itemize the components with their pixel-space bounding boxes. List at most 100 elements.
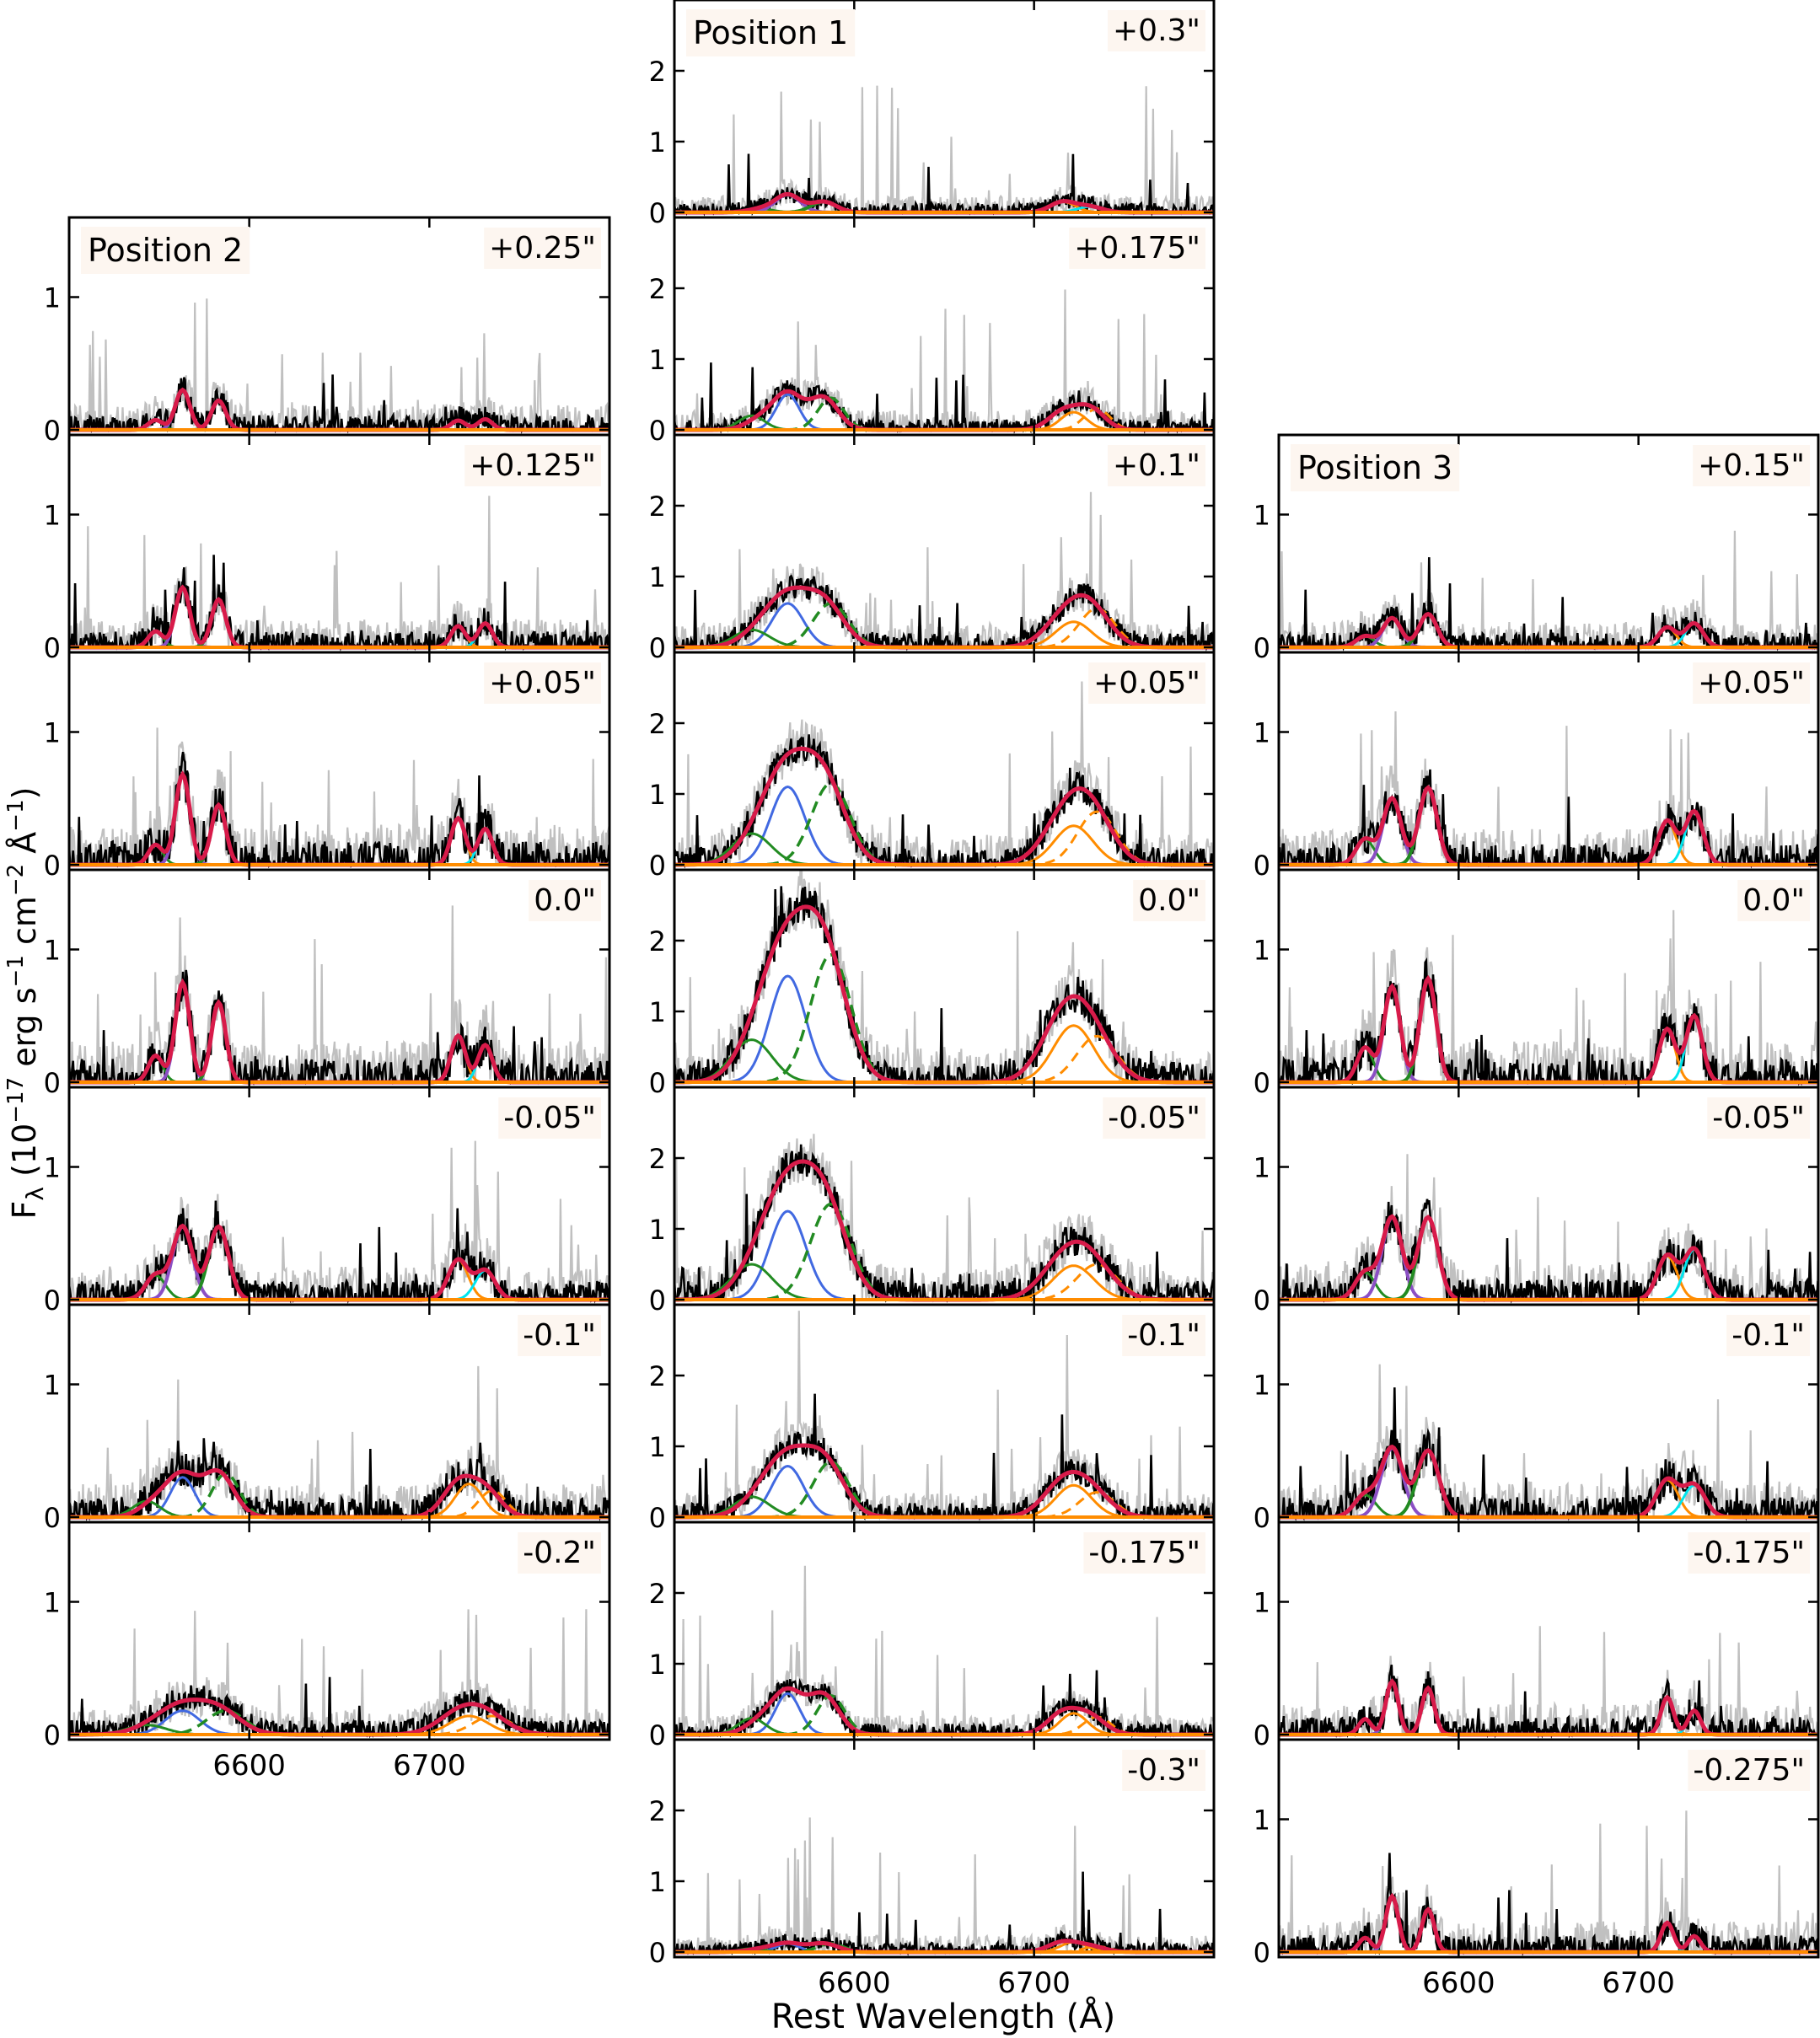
data-spectrum bbox=[1279, 769, 1818, 869]
offset-label-bg bbox=[1707, 1097, 1810, 1139]
y-tick-label: 2 bbox=[649, 1143, 666, 1175]
y-tick-label: 2 bbox=[649, 708, 666, 740]
y-tick-label: 0 bbox=[649, 197, 666, 229]
panel-2-9: 0 1 2 -0.3" 6600 6700 bbox=[649, 1738, 1216, 2000]
y-tick-label: 1 bbox=[44, 500, 61, 532]
column-3: 0 1 +0.15" Position 3 0 1 +0.05" 0 1 0.0" 0 1 -0.05"… bbox=[1254, 433, 1820, 2000]
y-tick-label: 2 bbox=[649, 1795, 666, 1827]
offset-label-bg bbox=[1133, 880, 1205, 921]
y-tick-label: 1 bbox=[649, 996, 666, 1028]
y-tick-label: 0 bbox=[1254, 1502, 1270, 1534]
panel-grid: 0 1 +0.25" Position 2 0 1 +0.125" 0 1 +0.05" 0 1 0.0… bbox=[44, 0, 1820, 2000]
panel-plot-area bbox=[674, 870, 1214, 1086]
y-axis-label: Fλ (10−17 erg s−1 cm−2 Å−1) bbox=[3, 787, 49, 1220]
position-label-bg bbox=[686, 9, 856, 56]
y-tick-label: 1 bbox=[44, 1587, 61, 1619]
panel-plot-area bbox=[674, 1817, 1214, 1957]
offset-label-bg bbox=[1737, 880, 1810, 921]
y-tick-label: 1 bbox=[649, 1649, 666, 1681]
y-tick-label: 0 bbox=[44, 1284, 61, 1317]
offset-label-bg bbox=[484, 662, 601, 704]
panel-2-7: 0 1 2 -0.1" bbox=[649, 1303, 1216, 1534]
x-tick-label: 6700 bbox=[997, 1966, 1071, 2000]
panel-plot-area bbox=[1279, 1626, 1818, 1740]
offset-label: +0.25" bbox=[489, 231, 596, 265]
panel-1-4: 0 1 0.0" bbox=[44, 868, 611, 1099]
data-spectrum bbox=[674, 153, 1214, 217]
position-label: Position 2 bbox=[88, 232, 243, 269]
offset-label-bg bbox=[529, 880, 601, 921]
y-label-symbol: F bbox=[6, 1201, 43, 1220]
y-label-subscript: λ bbox=[21, 1187, 49, 1201]
error-spectrum bbox=[674, 289, 1214, 433]
offset-label: -0.05" bbox=[1712, 1101, 1805, 1135]
offset-label: +0.3" bbox=[1113, 13, 1200, 48]
data-spectrum bbox=[674, 734, 1214, 869]
y-tick-label: 0 bbox=[1254, 1284, 1270, 1317]
y-tick-label: 2 bbox=[649, 1360, 666, 1392]
panel-2-8: 0 1 2 -0.175" bbox=[649, 1520, 1216, 1751]
panel-plot-area bbox=[674, 1134, 1214, 1303]
y-tick-label: 1 bbox=[649, 1214, 666, 1246]
panel-2-4: 0 1 2 +0.05" bbox=[649, 651, 1216, 882]
panel-3-4: 0 1 -0.05" bbox=[1254, 1086, 1820, 1317]
panel-3-1: 0 1 +0.15" Position 3 bbox=[1254, 433, 1820, 664]
y-tick-label: 0 bbox=[44, 1719, 61, 1751]
panel-1-7: 0 1 -0.2" 6600 6700 bbox=[44, 1520, 611, 1783]
offset-label: -0.275" bbox=[1693, 1753, 1805, 1788]
x-tick-label: 6700 bbox=[393, 1749, 466, 1783]
y-tick-label: 2 bbox=[649, 925, 666, 957]
y-tick-label: 1 bbox=[44, 717, 61, 749]
panel-2-6: 0 1 2 -0.05" bbox=[649, 1086, 1216, 1317]
y-tick-label: 0 bbox=[649, 632, 666, 664]
panel-plot-area bbox=[69, 496, 609, 652]
offset-label-bg bbox=[1693, 662, 1810, 704]
offset-label-bg bbox=[518, 1532, 601, 1574]
offset-label-bg bbox=[518, 1315, 601, 1356]
offset-label: -0.1" bbox=[1127, 1318, 1200, 1353]
data-spectrum bbox=[1279, 957, 1818, 1086]
offset-label-bg bbox=[1108, 10, 1205, 51]
panel-1-1: 0 1 +0.25" Position 2 bbox=[44, 216, 611, 447]
y-tick-label: 0 bbox=[1254, 850, 1270, 882]
panel-plot-area bbox=[1279, 530, 1818, 652]
panel-3-5: 0 1 -0.1" bbox=[1254, 1303, 1820, 1534]
offset-label: -0.05" bbox=[503, 1101, 596, 1135]
offset-label: +0.15" bbox=[1698, 448, 1805, 483]
offset-label: 0.0" bbox=[1742, 883, 1805, 918]
y-tick-label: 0 bbox=[649, 850, 666, 882]
offset-label-bg bbox=[1122, 1315, 1205, 1356]
y-tick-label: 0 bbox=[649, 415, 666, 447]
y-tick-label: 0 bbox=[1254, 632, 1270, 664]
panel-plot-area bbox=[69, 1140, 609, 1305]
x-tick-label: 6700 bbox=[1602, 1966, 1675, 2000]
y-tick-label: 2 bbox=[649, 491, 666, 523]
panel-3-7: 0 1 -0.275" 6600 6700 bbox=[1254, 1738, 1820, 2000]
panel-plot-area bbox=[674, 1311, 1214, 1521]
y-tick-label: 2 bbox=[649, 1578, 666, 1610]
y-tick-label: 1 bbox=[1254, 1805, 1270, 1837]
panel-frame bbox=[673, 1738, 1216, 1959]
y-tick-label: 0 bbox=[649, 1719, 666, 1751]
data-spectrum bbox=[1279, 1853, 1818, 1957]
panel-plot-area bbox=[69, 1365, 609, 1522]
column-2: 0 1 2 +0.3" Position 1 0 1 2 +0.175" 0 1 2 +0.1" 0 1 2 +… bbox=[649, 0, 1216, 2000]
x-tick-label: 6600 bbox=[818, 1966, 891, 2000]
panel-3-2: 0 1 +0.05" bbox=[1254, 651, 1820, 882]
y-tick-label: 0 bbox=[649, 1937, 666, 1969]
position-label-bg bbox=[1291, 444, 1460, 491]
y-tick-label: 1 bbox=[649, 779, 666, 811]
position-label-bg bbox=[81, 227, 250, 274]
offset-label-bg bbox=[1103, 1097, 1205, 1139]
y-tick-label: 1 bbox=[44, 935, 61, 967]
offset-label: -0.3" bbox=[1127, 1753, 1200, 1788]
y-tick-label: 1 bbox=[44, 1370, 61, 1402]
x-tick-label: 6600 bbox=[212, 1749, 286, 1783]
offset-label: -0.05" bbox=[1108, 1101, 1200, 1135]
y-tick-label: 0 bbox=[1254, 1067, 1270, 1099]
y-tick-label: 1 bbox=[649, 561, 666, 593]
error-spectrum bbox=[674, 870, 1214, 1086]
panel-plot-area bbox=[69, 905, 609, 1086]
data-spectrum bbox=[674, 1393, 1214, 1521]
panel-plot-area bbox=[674, 681, 1214, 869]
